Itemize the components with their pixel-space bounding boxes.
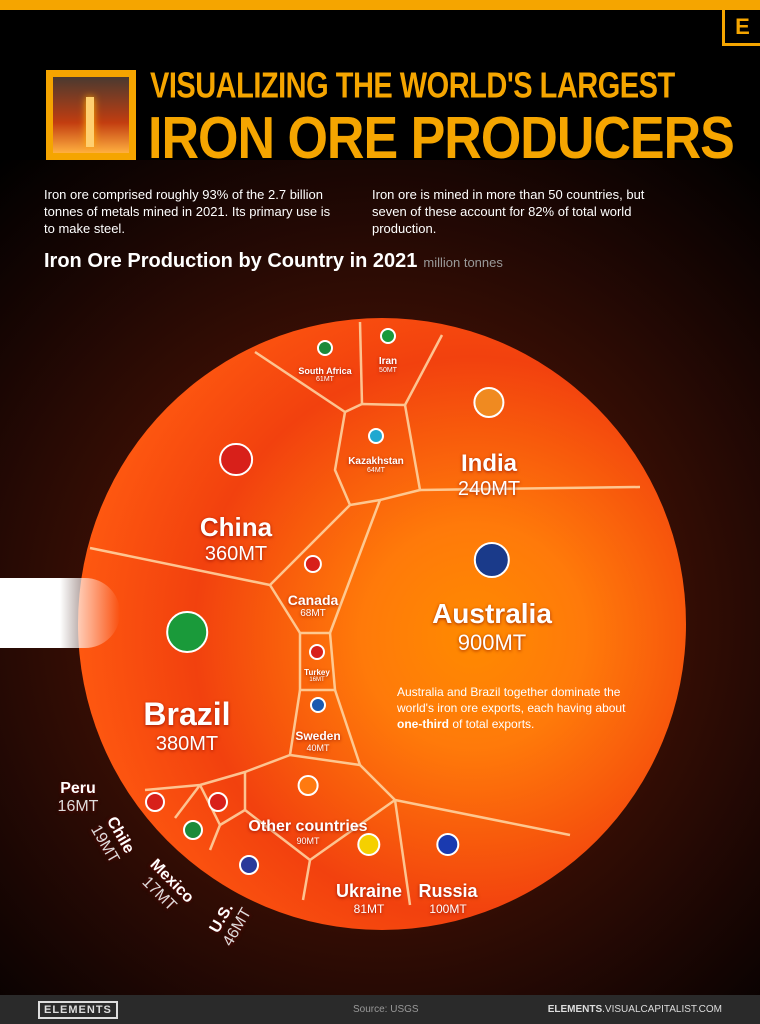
cell-label-ukraine: Ukraine 81MT: [336, 881, 402, 916]
production-value: 380MT: [155, 733, 219, 756]
production-value: 40MT: [306, 743, 330, 754]
cell-border: [144, 753, 291, 792]
cell-label-kazakhstan: Kazakhstan 64MT: [348, 456, 404, 474]
sweden-flag: [310, 697, 326, 714]
title-line-1: VISUALIZING THE WORLD'S LARGEST: [150, 66, 675, 106]
chart-title-text: Iron Ore Production by Country in 2021: [44, 250, 418, 272]
production-value: 360MT: [204, 542, 268, 565]
cell-label-australia: Australia 900MT: [432, 598, 552, 656]
site-url[interactable]: ELEMENTS.VISUALCAPITALIST.COM: [548, 1004, 722, 1015]
kazakhstan-flag: [368, 428, 384, 444]
country-name: Russia: [418, 880, 478, 901]
country-name: Iran: [378, 356, 398, 367]
cell-label-turkey: Turkey 16MT: [304, 668, 330, 683]
production-value: 81MT: [353, 901, 385, 916]
cell-label-canada: Canada 68MT: [288, 592, 339, 619]
url-rest: .VISUALCAPITALIST.COM: [602, 1004, 722, 1015]
country-name: Ukraine: [335, 880, 403, 901]
country-name: China: [199, 511, 273, 542]
ukraine-flag: [357, 833, 381, 857]
cell-border: [358, 321, 364, 405]
ladle-image: [46, 70, 136, 160]
chile-flag: [145, 792, 165, 812]
globe-icon: [297, 775, 319, 796]
production-value: 61MT: [316, 376, 334, 384]
cell-border: [174, 784, 201, 819]
cell-border: [89, 546, 271, 587]
mexico-flag: [183, 820, 203, 840]
top-bar: [0, 0, 760, 10]
country-name: India: [460, 450, 517, 478]
canada-flag: [303, 555, 323, 574]
country-name: Australia: [432, 598, 552, 629]
production-value: 90MT: [296, 835, 320, 846]
cell-border: [333, 411, 352, 506]
cell-label-other-countries: Other countries 90MT: [248, 818, 367, 846]
country-name: Sweden: [295, 729, 341, 744]
south-africa-flag: [317, 340, 333, 357]
note-text-end: of total exports.: [449, 717, 535, 731]
export-note: Australia and Brazil together dominate t…: [397, 684, 637, 732]
cell-label-china: China 360MT: [200, 512, 272, 566]
cell-label-brazil: Brazil 380MT: [143, 696, 230, 756]
intro-left: Iron ore comprised roughly 93% of the 2.…: [44, 187, 331, 236]
elements-logo: E: [722, 10, 760, 46]
us-flag: [239, 855, 259, 875]
australia-flag: [473, 541, 511, 579]
production-value: 900MT: [457, 630, 527, 655]
country-name: Turkey: [304, 667, 330, 677]
source: Source: USGS: [353, 1004, 419, 1015]
india-flag: [473, 386, 505, 418]
chart-unit: million tonnes: [423, 255, 503, 270]
cell-border: [393, 799, 412, 906]
footer: ELEMENTS Source: USGS ELEMENTS.VISUALCAP…: [0, 995, 760, 1024]
cell-label-sweden: Sweden 40MT: [295, 729, 340, 753]
china-flag: [219, 442, 253, 477]
country-name: Canada: [287, 592, 339, 609]
light-beam: [0, 578, 120, 648]
chart-title: Iron Ore Production by Country in 2021 mi…: [44, 250, 503, 273]
footer-logo: ELEMENTS: [38, 1001, 118, 1019]
cell-border: [244, 809, 311, 861]
cell-border: [208, 824, 222, 851]
country-name: Kazakhstan: [348, 456, 404, 467]
russia-flag: [436, 833, 460, 857]
country-name: South Africa: [298, 366, 352, 377]
country-name: Other countries: [248, 817, 368, 835]
cell-label-india: India 240MT: [458, 450, 520, 501]
molten-iron-stream: [86, 97, 94, 147]
url-bold: ELEMENTS: [547, 1004, 603, 1015]
cell-border: [359, 764, 571, 837]
production-value: 100MT: [429, 901, 467, 916]
production-value: 240MT: [457, 478, 521, 501]
intro-right: Iron ore is mined in more than 50 countr…: [372, 187, 645, 236]
turkey-flag: [309, 643, 325, 660]
production-value: 68MT: [300, 608, 326, 620]
peru-flag: [208, 792, 228, 812]
note-text: Australia and Brazil together dominate t…: [397, 685, 626, 715]
cell-border: [298, 632, 337, 692]
cell-label-iran: Iran 50MT: [379, 356, 397, 374]
production-value: 16MT: [309, 676, 325, 683]
country-name: Brazil: [143, 696, 231, 733]
cell-border: [349, 404, 422, 507]
country-name: Peru: [60, 780, 96, 797]
cell-label-south-africa: South Africa 61MT: [298, 366, 351, 383]
cell-label-russia: Russia 100MT: [418, 881, 477, 916]
production-value: 16MT: [57, 798, 99, 815]
production-value: 50MT: [379, 367, 397, 374]
title-line-2: IRON ORE PRODUCERS: [148, 105, 735, 172]
brazil-flag: [166, 611, 208, 653]
cell-border: [419, 485, 641, 492]
note-bold: one-third: [397, 717, 449, 731]
iran-flag: [380, 328, 396, 344]
cell-label-peru: Peru 16MT: [58, 780, 99, 816]
cell-border: [288, 689, 362, 767]
production-value: 64MT: [367, 467, 385, 474]
